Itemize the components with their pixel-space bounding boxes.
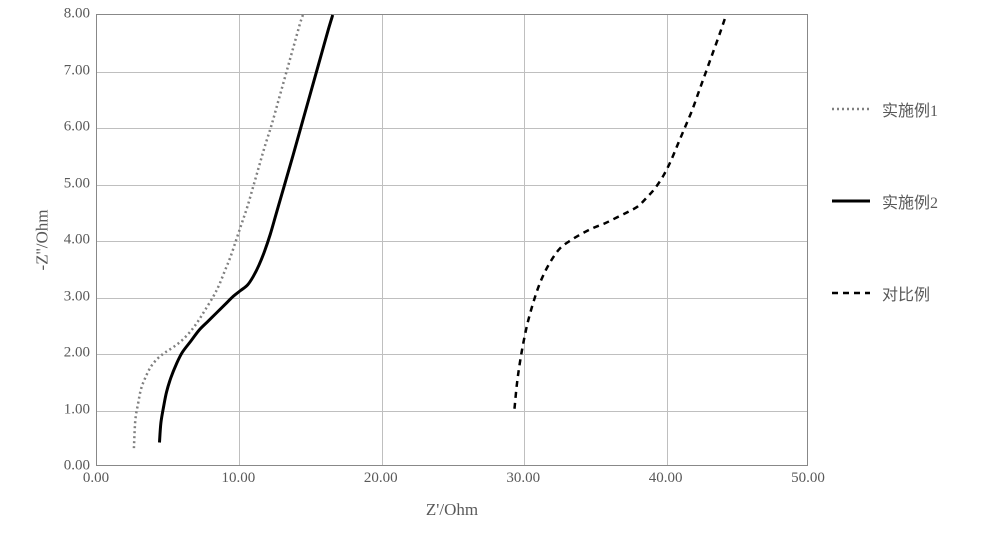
legend-swatch bbox=[832, 283, 870, 303]
legend-swatch bbox=[832, 99, 870, 119]
legend: 实施例1 实施例2 对比例 bbox=[832, 96, 992, 372]
y-tick-label: 7.00 bbox=[30, 62, 90, 79]
legend-item: 实施例2 bbox=[832, 188, 992, 214]
y-tick-label: 8.00 bbox=[30, 6, 90, 23]
y-tick-label: 1.00 bbox=[30, 401, 90, 418]
series-line-2 bbox=[514, 15, 726, 409]
y-tick-label: 6.00 bbox=[30, 119, 90, 136]
legend-label: 实施例1 bbox=[882, 97, 938, 121]
series-line-1 bbox=[159, 15, 332, 443]
series-line-0 bbox=[134, 15, 303, 448]
x-tick-label: 0.00 bbox=[66, 470, 126, 487]
x-tick-label: 30.00 bbox=[493, 470, 553, 487]
legend-label: 实施例2 bbox=[882, 189, 938, 213]
legend-swatch bbox=[832, 191, 870, 211]
nyquist-chart: -Z''/Ohm Z'/Ohm 0.001.002.003.004.005.00… bbox=[0, 0, 1000, 534]
x-axis-label: Z'/Ohm bbox=[426, 500, 478, 520]
x-tick-label: 20.00 bbox=[351, 470, 411, 487]
y-tick-label: 3.00 bbox=[30, 288, 90, 305]
x-tick-label: 50.00 bbox=[778, 470, 838, 487]
x-tick-label: 10.00 bbox=[208, 470, 268, 487]
y-tick-label: 4.00 bbox=[30, 232, 90, 249]
legend-item: 对比例 bbox=[832, 280, 992, 306]
legend-label: 对比例 bbox=[882, 281, 930, 305]
y-tick-label: 2.00 bbox=[30, 345, 90, 362]
curves-layer bbox=[97, 15, 807, 465]
y-tick-label: 5.00 bbox=[30, 175, 90, 192]
plot-area bbox=[96, 14, 808, 466]
x-tick-label: 40.00 bbox=[636, 470, 696, 487]
legend-item: 实施例1 bbox=[832, 96, 992, 122]
